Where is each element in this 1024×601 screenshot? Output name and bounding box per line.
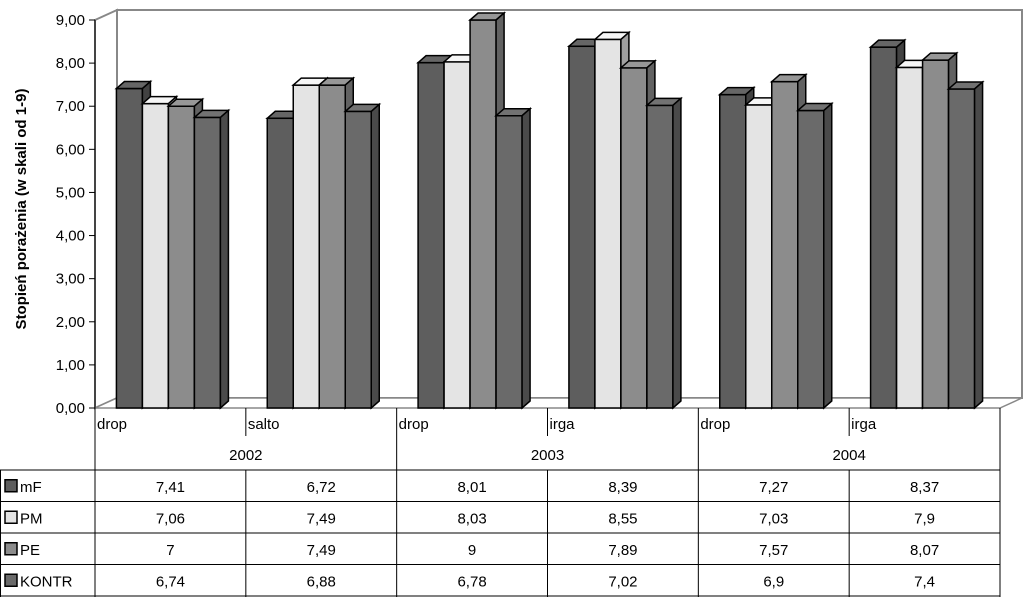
bar-front bbox=[443, 61, 471, 409]
legend-swatch-KONTR bbox=[4, 573, 18, 587]
legend-label: KONTR bbox=[20, 573, 73, 590]
data-value-label: 8,01 bbox=[457, 479, 486, 496]
bar-KONTR-2 bbox=[343, 102, 382, 410]
data-value-label: 7,4 bbox=[914, 573, 935, 590]
bar-KONTR-5 bbox=[795, 101, 834, 410]
data-value-label: 7,9 bbox=[914, 510, 935, 527]
data-value-label: 6,78 bbox=[457, 573, 486, 590]
data-value-label: 8,37 bbox=[910, 479, 939, 496]
bar-side bbox=[672, 96, 682, 410]
bar-front bbox=[646, 104, 674, 409]
data-value-label: 6,9 bbox=[763, 573, 784, 590]
y-tick-label: 6,00 bbox=[56, 141, 85, 158]
data-value-label: 8,03 bbox=[457, 510, 486, 527]
data-value-label: 7,41 bbox=[156, 479, 185, 496]
bar-front bbox=[193, 116, 222, 409]
y-tick-label: 2,00 bbox=[56, 314, 85, 331]
bar-front bbox=[266, 117, 294, 409]
y-tick-label: 9,00 bbox=[56, 12, 85, 29]
y-tick-label: 8,00 bbox=[56, 55, 85, 72]
y-tick-label: 1,00 bbox=[56, 357, 85, 374]
bar-front bbox=[797, 109, 825, 409]
data-value-label: 8,39 bbox=[608, 479, 637, 496]
data-value-label: 7 bbox=[166, 542, 174, 559]
legend-swatch-PE bbox=[4, 542, 18, 556]
legend-label: PE bbox=[20, 542, 40, 559]
x-group-label: 2003 bbox=[531, 447, 564, 464]
bar-front bbox=[745, 104, 773, 409]
data-value-label: 6,88 bbox=[307, 573, 336, 590]
plot-side-wall bbox=[94, 8, 118, 410]
data-value-label: 7,89 bbox=[608, 542, 637, 559]
data-value-label: 7,49 bbox=[307, 542, 336, 559]
data-value-label: 8,55 bbox=[608, 510, 637, 527]
y-tick-label: 4,00 bbox=[56, 228, 85, 245]
data-value-label: 7,06 bbox=[156, 510, 185, 527]
chart-bars bbox=[114, 11, 985, 410]
data-value-label: 9 bbox=[468, 542, 476, 559]
x-group-label: 2004 bbox=[832, 447, 865, 464]
bar-front bbox=[921, 59, 950, 409]
bar-front bbox=[895, 66, 924, 409]
bar-KONTR-4 bbox=[644, 96, 683, 410]
bar-front bbox=[594, 38, 622, 409]
data-value-label: 6,72 bbox=[307, 479, 336, 496]
bar-front bbox=[417, 61, 445, 409]
bar-side bbox=[219, 108, 230, 410]
bar-front bbox=[947, 88, 976, 409]
bar-front bbox=[620, 67, 648, 409]
legend-swatch-PM bbox=[4, 510, 18, 524]
bar-front bbox=[568, 45, 596, 409]
bar-KONTR-1 bbox=[192, 108, 231, 410]
data-value-label: 8,07 bbox=[910, 542, 939, 559]
data-value-label: 6,74 bbox=[156, 573, 185, 590]
bar-front bbox=[167, 105, 196, 409]
x-category-label: drop bbox=[700, 416, 730, 433]
data-value-label: 7,49 bbox=[307, 510, 336, 527]
bar-KONTR-3 bbox=[494, 107, 533, 410]
bar-side bbox=[823, 101, 833, 410]
bar-KONTR-6 bbox=[946, 80, 985, 410]
y-axis-label: Stopień porażenia (w skali od 1-9) bbox=[13, 89, 30, 330]
y-tick-label: 7,00 bbox=[56, 98, 85, 115]
x-group-label: 2002 bbox=[229, 447, 262, 464]
data-value-label: 7,03 bbox=[759, 510, 788, 527]
data-table: drop salto drop irga drop irga 2002 2003 2004 mF 7… bbox=[0, 408, 1001, 597]
bar-front bbox=[344, 110, 372, 409]
bar-front bbox=[771, 80, 799, 409]
x-category-label: drop bbox=[399, 416, 429, 433]
bar-front bbox=[141, 102, 170, 409]
bar-front bbox=[115, 87, 144, 409]
x-category-label: drop bbox=[97, 416, 127, 433]
legend-label: PM bbox=[20, 510, 43, 527]
bar-front bbox=[719, 93, 747, 409]
y-tick-label: 0,00 bbox=[56, 400, 85, 417]
bar-side bbox=[521, 107, 531, 410]
data-value-label: 7,02 bbox=[608, 573, 637, 590]
x-category-label: irga bbox=[851, 416, 877, 433]
x-category-label: irga bbox=[550, 416, 576, 433]
x-category-label: salto bbox=[248, 416, 280, 433]
bar-PE-4 bbox=[618, 59, 657, 410]
bar-front bbox=[495, 114, 523, 409]
y-tick-label: 3,00 bbox=[56, 271, 85, 288]
bar-front bbox=[869, 46, 898, 409]
bar-front bbox=[292, 84, 320, 409]
data-value-label: 7,27 bbox=[759, 479, 788, 496]
bar-front bbox=[469, 19, 497, 409]
legend-swatch-mF bbox=[4, 479, 18, 493]
bar-front bbox=[318, 84, 346, 409]
bar-side bbox=[370, 102, 380, 410]
legend-label: mF bbox=[20, 479, 42, 496]
y-tick-label: 5,00 bbox=[56, 184, 85, 201]
bar-side bbox=[973, 80, 984, 410]
data-value-label: 7,57 bbox=[759, 542, 788, 559]
